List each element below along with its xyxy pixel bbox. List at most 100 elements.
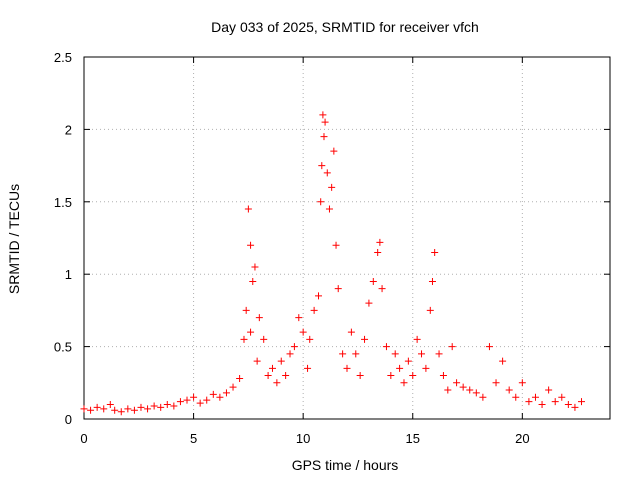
data-point xyxy=(413,335,421,343)
data-point xyxy=(282,372,290,380)
data-point xyxy=(328,183,336,191)
data-point xyxy=(236,374,244,382)
data-point xyxy=(163,401,171,409)
data-point xyxy=(320,133,328,141)
data-point xyxy=(216,393,224,401)
data-point xyxy=(505,386,513,394)
data-point xyxy=(332,241,340,249)
data-point xyxy=(564,401,572,409)
data-point xyxy=(538,401,546,409)
data-point xyxy=(196,399,204,407)
y-axis-title: SRMTID / TECUs xyxy=(6,184,22,294)
data-point xyxy=(435,350,443,358)
data-point xyxy=(319,111,327,119)
data-point xyxy=(361,335,369,343)
data-point xyxy=(251,263,259,271)
data-point xyxy=(100,405,108,413)
data-point xyxy=(453,379,461,387)
x-axis-title: GPS time / hours xyxy=(292,457,399,473)
data-point xyxy=(518,379,526,387)
data-point xyxy=(448,343,456,351)
data-points xyxy=(80,111,586,416)
data-point xyxy=(247,241,255,249)
data-point xyxy=(431,248,439,256)
data-point xyxy=(525,398,533,406)
data-point xyxy=(551,398,559,406)
data-point xyxy=(130,406,138,414)
data-point xyxy=(150,402,158,410)
data-point xyxy=(339,350,347,358)
data-point xyxy=(512,393,520,401)
data-point xyxy=(268,364,276,372)
data-point xyxy=(466,386,474,394)
data-point xyxy=(244,205,252,213)
data-point xyxy=(176,398,184,406)
data-point xyxy=(190,393,198,401)
data-point xyxy=(264,372,272,380)
data-point xyxy=(323,169,331,177)
data-point xyxy=(80,405,88,413)
data-point xyxy=(382,343,390,351)
data-point xyxy=(404,357,412,365)
data-point xyxy=(472,389,480,397)
y-tick-label: 1.5 xyxy=(54,195,72,210)
data-point xyxy=(295,314,303,322)
data-point xyxy=(439,372,447,380)
y-tick-label: 0.5 xyxy=(54,340,72,355)
data-point xyxy=(317,198,325,206)
data-point xyxy=(117,408,125,416)
x-tick-label: 20 xyxy=(515,431,529,446)
x-tick-label: 15 xyxy=(406,431,420,446)
data-point xyxy=(222,389,230,397)
data-point xyxy=(286,350,294,358)
data-point xyxy=(558,393,566,401)
data-point xyxy=(249,277,257,285)
data-point xyxy=(203,396,211,404)
data-point xyxy=(347,328,355,336)
data-point xyxy=(369,277,377,285)
data-point xyxy=(531,393,539,401)
data-point xyxy=(290,343,298,351)
data-point xyxy=(479,393,487,401)
y-tick-label: 0 xyxy=(65,412,72,427)
plot-frame xyxy=(83,56,611,420)
data-point xyxy=(459,383,467,391)
data-point xyxy=(352,350,360,358)
axes: 0 5 10 15 20 0 0.5 1 1.5 2 2.5 xyxy=(54,50,611,446)
data-point xyxy=(111,406,119,414)
data-point xyxy=(545,386,553,394)
x-tick-label: 10 xyxy=(296,431,310,446)
data-point xyxy=(571,403,579,411)
y-tick-label: 1 xyxy=(65,267,72,282)
data-point xyxy=(315,292,323,300)
data-point xyxy=(170,402,178,410)
data-point xyxy=(356,372,364,380)
data-point xyxy=(325,205,333,213)
x-tick-label: 0 xyxy=(80,431,87,446)
data-point xyxy=(255,314,263,322)
x-tick-label: 5 xyxy=(190,431,197,446)
data-point xyxy=(578,398,586,406)
data-point xyxy=(318,162,326,170)
data-point xyxy=(242,306,250,314)
y-tick-label: 2 xyxy=(65,122,72,137)
data-point xyxy=(409,372,417,380)
data-point xyxy=(229,383,237,391)
data-point xyxy=(378,285,386,293)
data-point xyxy=(365,299,373,307)
data-point xyxy=(426,306,434,314)
data-point xyxy=(124,405,132,413)
data-point xyxy=(144,405,152,413)
data-point xyxy=(428,277,436,285)
data-point xyxy=(330,147,338,155)
data-point xyxy=(183,396,191,404)
chart-title: Day 033 of 2025, SRMTID for receiver vfc… xyxy=(211,19,479,35)
data-point xyxy=(277,357,285,365)
data-point xyxy=(334,285,342,293)
data-point xyxy=(422,364,430,372)
data-point xyxy=(247,328,255,336)
data-point xyxy=(106,401,114,409)
y-tick-label: 2.5 xyxy=(54,50,72,65)
data-point xyxy=(209,390,217,398)
data-point xyxy=(253,357,261,365)
